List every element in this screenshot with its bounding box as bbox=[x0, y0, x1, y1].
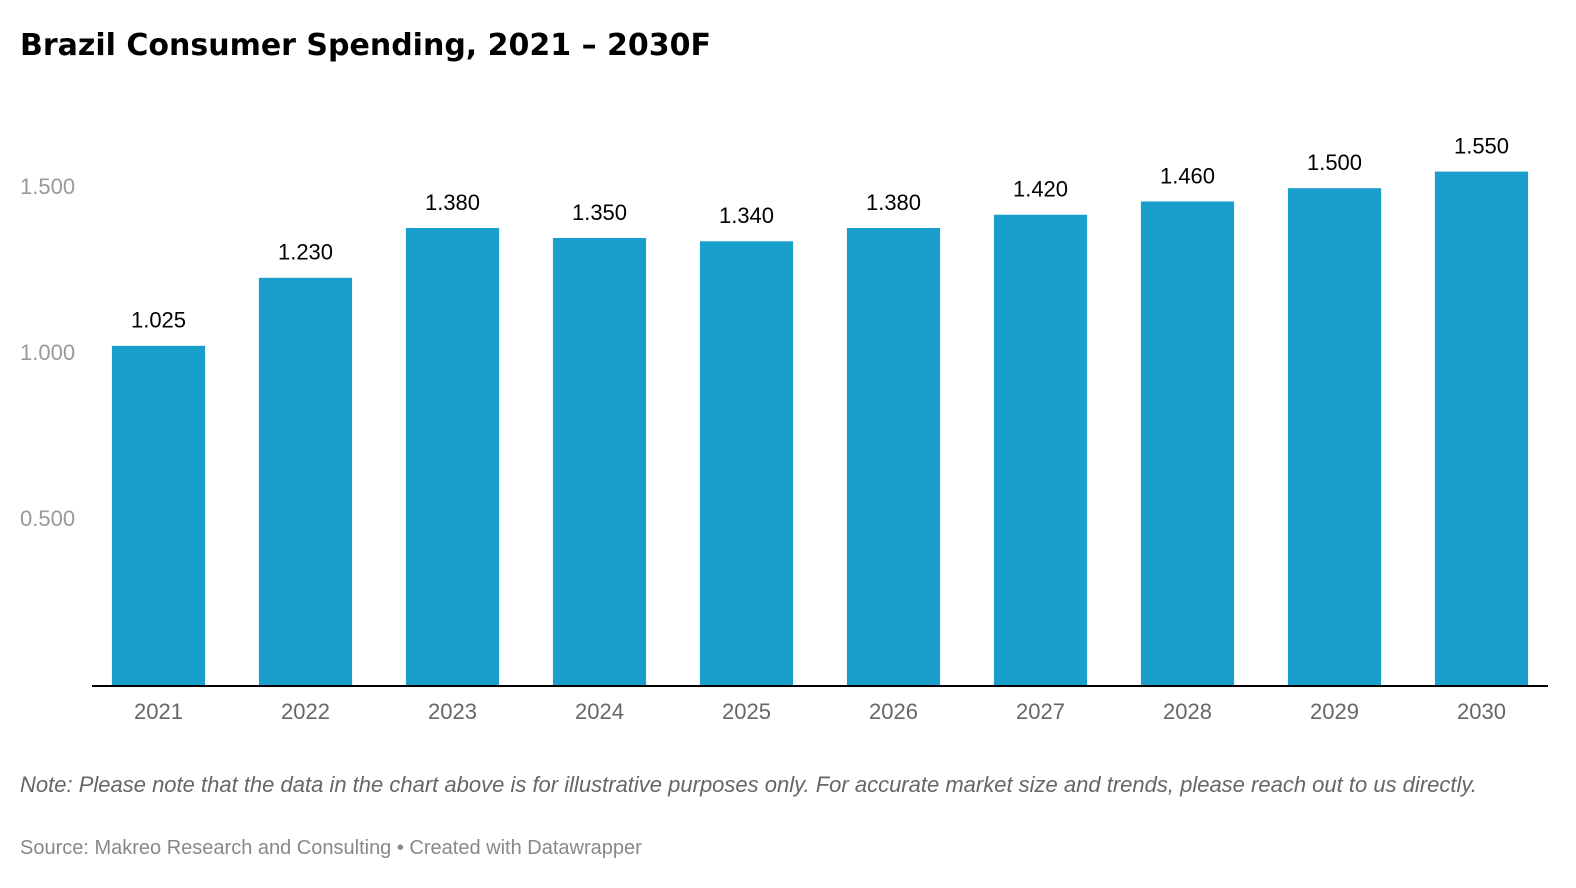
bar bbox=[111, 345, 206, 686]
x-tick-label: 2028 bbox=[1163, 699, 1212, 724]
bar bbox=[1287, 188, 1382, 686]
bar bbox=[1140, 201, 1235, 686]
x-tick-label: 2025 bbox=[722, 699, 771, 724]
bar bbox=[552, 237, 647, 686]
x-tick-label: 2024 bbox=[575, 699, 624, 724]
y-tick-label: 1.000 bbox=[20, 340, 75, 365]
bar bbox=[405, 228, 500, 686]
y-tick-label: 0.500 bbox=[20, 506, 75, 531]
x-tick-label: 2027 bbox=[1016, 699, 1065, 724]
value-label: 1.460 bbox=[1160, 163, 1215, 188]
x-tick-label: 2030 bbox=[1457, 699, 1506, 724]
chart-title: Brazil Consumer Spending, 2021 – 2030F bbox=[20, 28, 712, 63]
value-label: 1.340 bbox=[719, 203, 774, 228]
x-tick-label: 2029 bbox=[1310, 699, 1359, 724]
note: Note: Please note that the data in the c… bbox=[20, 772, 1477, 797]
x-tick-label: 2023 bbox=[428, 699, 477, 724]
value-label: 1.350 bbox=[572, 200, 627, 225]
x-tick-label: 2021 bbox=[134, 699, 183, 724]
value-label: 1.420 bbox=[1013, 177, 1068, 202]
bar bbox=[846, 228, 941, 686]
bar bbox=[258, 277, 353, 686]
x-tick-label: 2026 bbox=[869, 699, 918, 724]
value-label: 1.500 bbox=[1307, 150, 1362, 175]
value-label: 1.550 bbox=[1454, 133, 1509, 158]
x-tick-label: 2022 bbox=[281, 699, 330, 724]
bar bbox=[699, 241, 794, 686]
bar bbox=[993, 214, 1088, 687]
value-label: 1.380 bbox=[866, 190, 921, 215]
source: Source: Makreo Research and Consulting •… bbox=[20, 837, 642, 859]
value-label: 1.380 bbox=[425, 190, 480, 215]
value-label: 1.025 bbox=[131, 308, 186, 333]
y-tick-label: 1.500 bbox=[20, 174, 75, 199]
bar bbox=[1434, 171, 1529, 686]
value-label: 1.230 bbox=[278, 240, 333, 265]
